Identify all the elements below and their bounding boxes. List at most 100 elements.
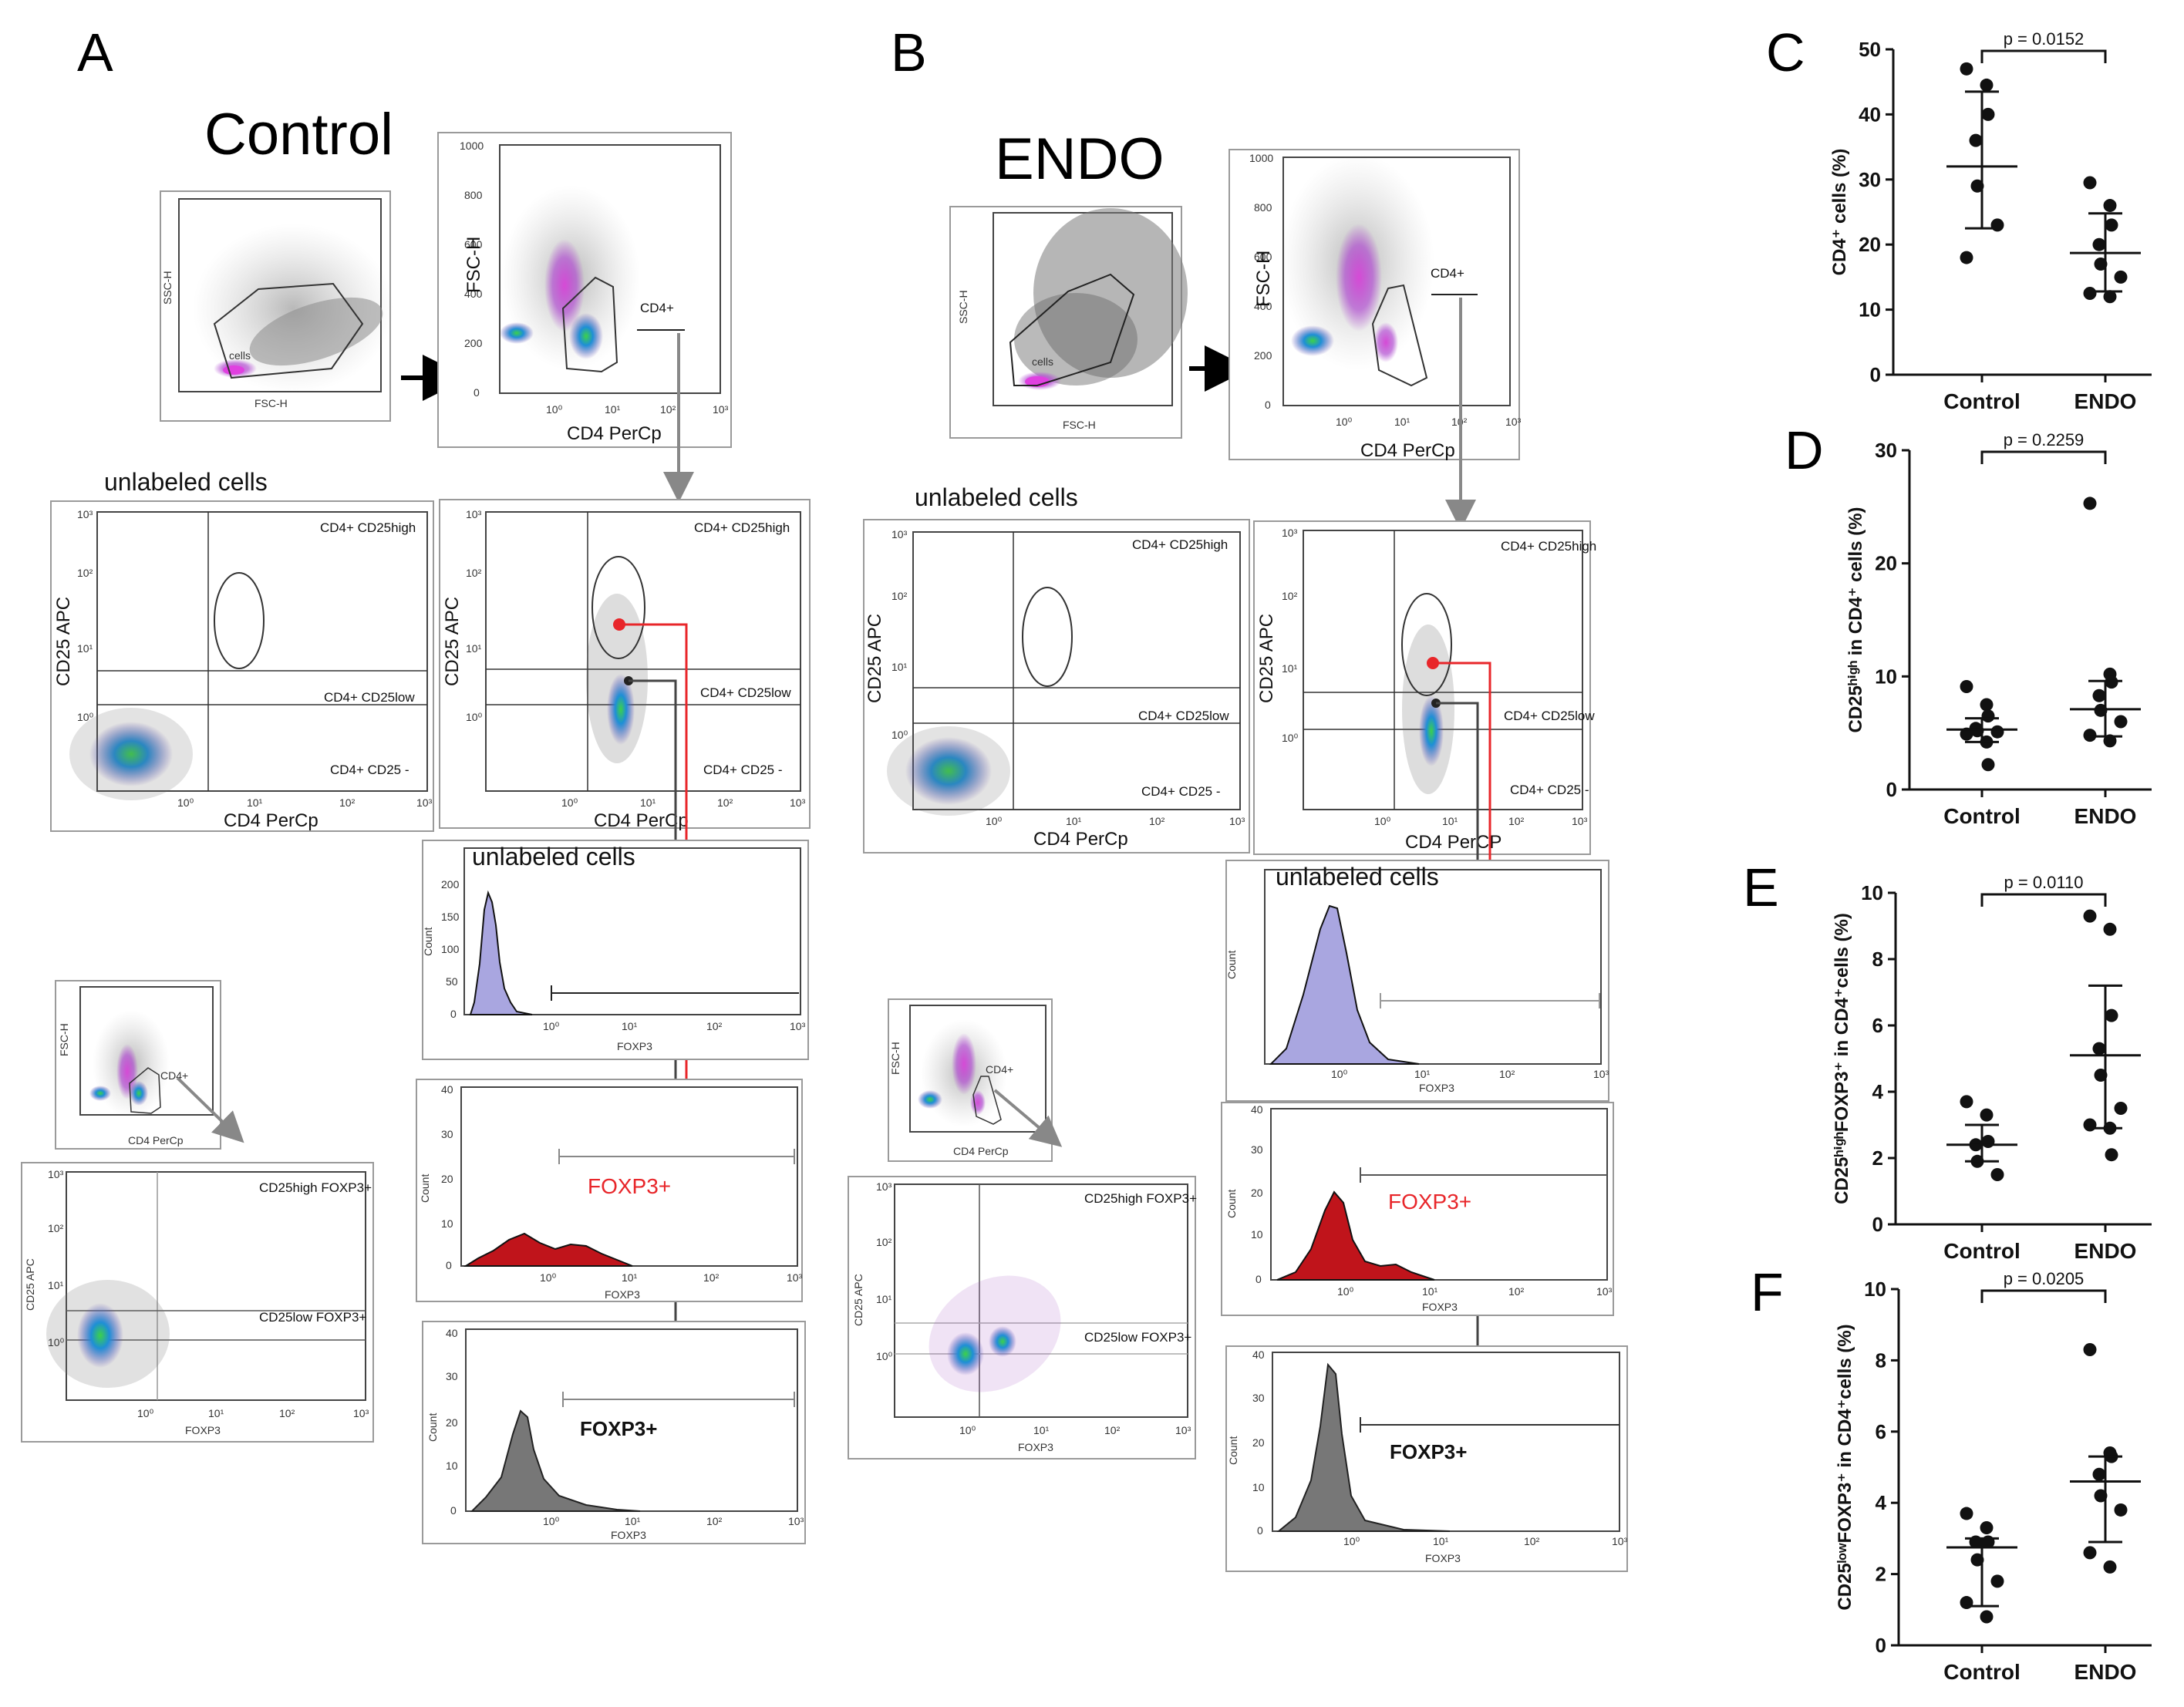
svg-text:10⁰: 10⁰ (137, 1407, 154, 1419)
svg-text:10³: 10³ (466, 508, 482, 520)
data-point (2103, 1560, 2117, 1574)
a-qs-neg: CD4+ CD25 - (703, 763, 783, 777)
svg-text:D: D (1785, 420, 1824, 480)
y-tick-label: 40 (1859, 103, 1881, 126)
b-fd-yticks: 10⁰ 10¹ 10² 10³ (876, 1180, 893, 1362)
svg-text:0: 0 (1265, 399, 1271, 411)
panel-b: B ENDO cells FSC-H SSC-H 0 200 400 600 8… (848, 22, 1628, 1572)
svg-text:400: 400 (1254, 300, 1272, 312)
svg-text:40: 40 (441, 1083, 453, 1096)
svg-text:10³: 10³ (1612, 1535, 1628, 1547)
a-hr-label: FOXP3+ (588, 1174, 671, 1198)
b-hr-label: FOXP3+ (1388, 1190, 1471, 1214)
a-qu-ylabel: CD25 APC (53, 597, 74, 686)
svg-text:10³: 10³ (713, 403, 729, 416)
a-hg-ylabel: Count (426, 1413, 439, 1442)
svg-text:10²: 10² (1282, 590, 1298, 602)
panel-b-letter: B (891, 22, 927, 82)
a-hr-ylabel: Count (419, 1174, 431, 1203)
b-hist-red: FOXP3+ 0 10 20 30 40 10⁰ 10¹ 10² 10³ FOX… (1221, 1102, 1614, 1316)
b-qs-high: CD4+ CD25high (1501, 539, 1596, 554)
svg-text:0: 0 (474, 386, 480, 399)
y-tick-label: 2 (1876, 1563, 1886, 1586)
svg-text:10⁰: 10⁰ (1337, 1285, 1354, 1298)
data-point (2083, 1118, 2097, 1132)
svg-text:600: 600 (1254, 251, 1272, 263)
y-tick-label: 8 (1872, 948, 1883, 971)
data-point (1980, 78, 1994, 92)
a-hg-label: FOXP3+ (580, 1417, 657, 1440)
b-dot1-plot: cells FSC-H SSC-H (949, 206, 1188, 439)
data-point (2114, 1102, 2128, 1115)
y-tick-label: 10 (1859, 298, 1881, 322)
a-mini-ylabel: FSC-H (58, 1023, 70, 1056)
svg-text:10³: 10³ (77, 508, 93, 520)
data-point (2103, 290, 2117, 304)
svg-text:10¹: 10¹ (622, 1020, 638, 1032)
svg-text:10³: 10³ (1282, 527, 1298, 539)
svg-text:10¹: 10¹ (1433, 1535, 1449, 1547)
b-quad-stained: CD4+ CD25high CD4+ CD25low CD4+ CD25 - 1… (1253, 520, 1596, 855)
svg-text:10⁰: 10⁰ (1331, 1068, 1348, 1080)
chart-c: 0 10 20 30 40 50 Control ENDO CD4⁺ cells (%) p = … (1829, 29, 2152, 413)
y-tick-label: 6 (1876, 1420, 1886, 1443)
a-hu-title: unlabeled cells (472, 843, 635, 870)
svg-text:10⁰: 10⁰ (77, 711, 94, 723)
b-fd-ylabel: CD25 APC (852, 1274, 865, 1326)
x-category-label: Control (1943, 1239, 2021, 1263)
svg-text:10³: 10³ (353, 1407, 369, 1419)
data-point (1969, 133, 1983, 147)
b-hr-xticks: 10⁰ 10¹ 10² 10³ (1337, 1285, 1613, 1298)
svg-text:10²: 10² (279, 1407, 295, 1419)
data-point (2114, 1503, 2128, 1517)
b-hu-xticks: 10⁰ 10¹ 10² 10³ (1331, 1068, 1609, 1080)
data-point (1960, 62, 1973, 76)
svg-text:30: 30 (446, 1370, 458, 1382)
y-tick-label: 20 (1859, 233, 1881, 256)
y-axis-label: CD25ʰⁱᵍʰFOXP3⁺ in CD4⁺cells (%) (1832, 913, 1852, 1204)
a-dot2-plot: 0 200 400 600 800 1000 10⁰ 10¹ 10² 10³ C… (437, 132, 732, 448)
data-point (1981, 758, 1995, 772)
svg-text:10⁰: 10⁰ (466, 711, 483, 723)
a-dot2-gate-label: CD4+ (640, 301, 674, 315)
x-category-label: ENDO (2074, 804, 2137, 828)
svg-text:10²: 10² (891, 590, 908, 602)
svg-text:10¹: 10¹ (640, 796, 656, 809)
b-dot2-xticks: 10⁰ 10¹ 10² 10³ (1336, 416, 1522, 428)
data-point (2083, 909, 2097, 923)
significance-bracket (1980, 450, 2107, 464)
svg-text:10²: 10² (1499, 1068, 1515, 1080)
svg-text:10¹: 10¹ (48, 1279, 64, 1291)
b-qs-low: CD4+ CD25low (1504, 709, 1595, 723)
a-fd-yticks: 10⁰ 10¹ 10² 10³ (48, 1168, 65, 1348)
svg-text:10⁰: 10⁰ (1336, 416, 1353, 428)
data-point (2114, 270, 2128, 284)
a-qs-ylabel: CD25 APC (442, 597, 463, 686)
svg-text:30: 30 (1251, 1143, 1263, 1156)
b-dot2-plot: 0 200 400 600 800 1000 10⁰ 10¹ 10² 10³ C… (1228, 149, 1522, 461)
a-quad-unlabeled: CD4+ CD25high CD4+ CD25low CD4+ CD25 - 1… (50, 500, 434, 832)
a-qu-xlabel: CD4 PerCp (224, 810, 318, 831)
svg-text:10⁰: 10⁰ (1343, 1535, 1360, 1547)
data-point (1990, 218, 2004, 232)
svg-text:10⁰: 10⁰ (48, 1336, 65, 1348)
panel-c: C 0 10 20 30 40 50 Control ENDO CD4⁺ cells (%) p … (1766, 22, 2152, 413)
svg-text:10⁰: 10⁰ (540, 1271, 557, 1284)
svg-text:10¹: 10¹ (891, 661, 908, 673)
significance-bracket (1980, 893, 2107, 907)
svg-text:600: 600 (464, 238, 483, 251)
svg-text:10⁰: 10⁰ (959, 1424, 976, 1436)
b-mini-gate: CD4+ (986, 1063, 1013, 1076)
a-hg-xlabel: FOXP3 (611, 1529, 646, 1541)
svg-text:0: 0 (446, 1259, 452, 1271)
svg-text:10²: 10² (1149, 815, 1165, 827)
x-category-label: Control (1943, 804, 2021, 828)
svg-text:10⁰: 10⁰ (543, 1515, 560, 1527)
x-category-label: Control (1943, 1660, 2021, 1684)
svg-text:10¹: 10¹ (1033, 1424, 1050, 1436)
b-hu-xlabel: FOXP3 (1419, 1082, 1454, 1094)
svg-text:10³: 10³ (1175, 1424, 1191, 1436)
a-fd-low: CD25low FOXP3+ (259, 1310, 366, 1325)
a-qu-low: CD4+ CD25low (324, 690, 415, 705)
a-hu-xlabel: FOXP3 (617, 1040, 652, 1052)
